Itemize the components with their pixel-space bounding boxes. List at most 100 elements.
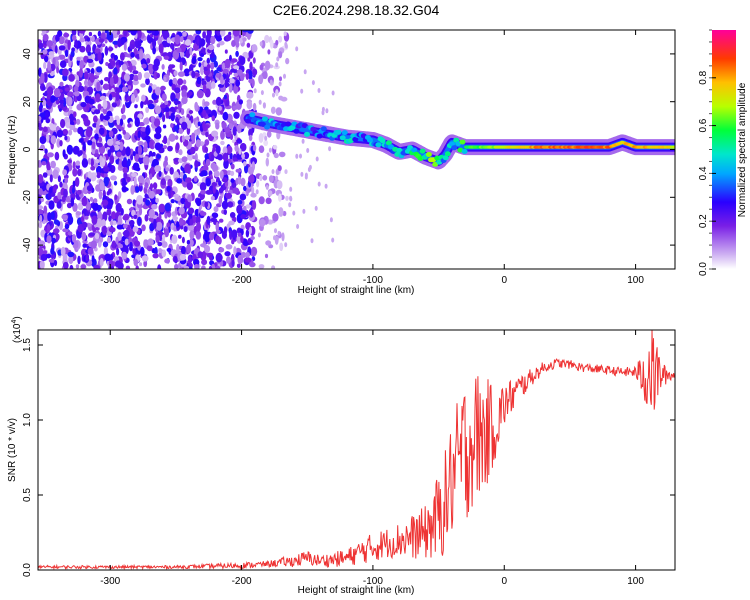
noise-speckle [113, 144, 120, 151]
noise-speckle [140, 101, 144, 109]
noise-speckle [178, 207, 185, 215]
noise-speckle [248, 175, 255, 183]
noise-speckle [172, 216, 179, 221]
noise-speckle [213, 60, 218, 68]
noise-speckle [117, 215, 122, 225]
noise-speckle [50, 247, 55, 255]
noise-speckle [176, 221, 180, 228]
noise-speckle [109, 145, 115, 153]
noise-speckle [109, 155, 115, 165]
noise-speckle [52, 57, 56, 66]
noise-speckle [306, 148, 310, 153]
noise-speckle [247, 166, 254, 175]
noise-speckle [108, 259, 114, 267]
noise-speckle [281, 232, 285, 242]
noise-speckle [266, 152, 270, 158]
noise-speckle [104, 38, 108, 44]
noise-speckle [118, 159, 123, 169]
noise-speckle [224, 58, 231, 69]
noise-speckle [269, 79, 273, 85]
noise-speckle [119, 141, 124, 151]
trace-point [352, 136, 359, 142]
noise-speckle [172, 77, 178, 86]
noise-speckle [231, 239, 235, 245]
noise-speckle [137, 145, 142, 155]
noise-speckle [98, 190, 103, 200]
noise-speckle [195, 216, 201, 224]
noise-speckle [181, 156, 188, 163]
noise-speckle [194, 72, 200, 77]
noise-speckle [157, 36, 163, 46]
noise-speckle [273, 152, 279, 159]
noise-speckle [250, 157, 258, 165]
noise-speckle [218, 247, 225, 253]
noise-speckle [79, 68, 83, 78]
colorbar-ticks: 0.0 0.2 0.4 0.6 0.8 [698, 29, 716, 276]
noise-speckle [239, 193, 247, 201]
trace-point [419, 148, 426, 154]
noise-speckle [106, 236, 112, 244]
noise-speckle [58, 36, 65, 45]
snr-multiplier: (x104) [11, 316, 23, 343]
noise-speckle [147, 36, 154, 44]
noise-speckle [145, 106, 150, 113]
noise-speckle [285, 195, 289, 201]
noise-speckle [100, 79, 104, 86]
noise-speckle [239, 142, 247, 152]
noise-speckle [67, 159, 72, 164]
noise-speckle [123, 229, 130, 238]
trace-point [283, 126, 289, 132]
noise-speckle [126, 158, 131, 167]
noise-speckle [275, 39, 279, 46]
noise-speckle [143, 117, 150, 125]
noise-speckle [302, 208, 306, 214]
noise-speckle [59, 99, 65, 105]
noise-speckle [143, 146, 148, 153]
noise-speckle [328, 146, 332, 152]
noise-speckle [155, 105, 162, 115]
noise-speckle [67, 215, 74, 225]
noise-speckle [122, 166, 128, 174]
noise-speckle [121, 86, 129, 93]
noise-speckle [228, 123, 233, 130]
noise-speckle [57, 191, 62, 200]
noise-speckle [223, 159, 229, 170]
noise-speckle [176, 178, 183, 184]
noise-speckle [288, 202, 292, 208]
noise-speckle [259, 218, 266, 226]
noise-speckle [230, 58, 238, 63]
trace-point [449, 141, 455, 147]
noise-speckle [197, 251, 203, 259]
noise-speckle [284, 169, 288, 175]
noise-speckle [148, 64, 154, 75]
noise-speckle [64, 223, 70, 230]
noise-speckle [47, 191, 51, 200]
noise-speckle [70, 121, 75, 126]
noise-speckle [79, 150, 83, 156]
noise-speckle [205, 109, 212, 114]
noise-speckle [228, 83, 233, 93]
noise-speckle [268, 147, 272, 153]
snr-panel: -300 -200 -100 0 100 0.0 0.5 1.0 1.5 Height of s… [7, 316, 676, 596]
noise-speckle [61, 214, 68, 220]
noise-speckle [141, 224, 146, 232]
noise-speckle [233, 84, 239, 94]
noise-speckle [109, 220, 114, 226]
noise-speckle [62, 228, 69, 233]
noise-speckle [137, 216, 142, 226]
trace-point [444, 151, 451, 157]
noise-speckle [99, 155, 103, 163]
noise-speckle [295, 153, 299, 159]
noise-speckle [82, 90, 90, 97]
noise-speckle [131, 65, 137, 71]
spectrogram-ylabel: Frequency (Hz) [7, 116, 18, 185]
noise-speckle [88, 31, 93, 37]
noise-speckle [276, 180, 283, 190]
noise-speckle [81, 221, 88, 228]
noise-speckle [103, 115, 110, 121]
snr-x-tick-label: -300 [100, 576, 120, 587]
noise-speckle [241, 153, 246, 160]
noise-speckle [131, 172, 138, 177]
noise-speckle [180, 197, 186, 205]
noise-speckle [137, 175, 145, 184]
